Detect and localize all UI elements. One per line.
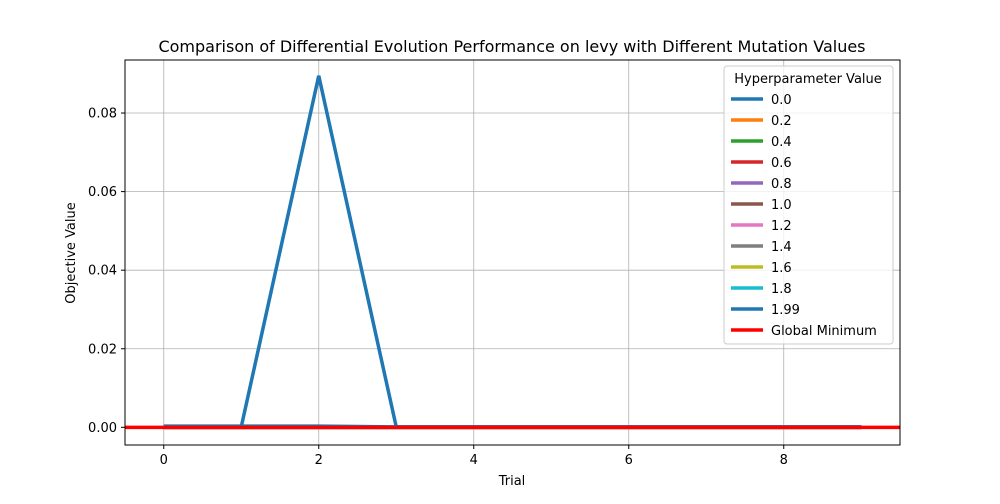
y-tick-label: 0.04 — [88, 264, 117, 279]
legend-label: 1.6 — [771, 261, 792, 276]
legend-label: 1.0 — [771, 198, 792, 213]
legend-label: 0.4 — [771, 135, 792, 150]
axes-frame — [124, 59, 901, 446]
legend-label: 1.99 — [771, 303, 800, 318]
chart-title: Comparison of Differential Evolution Per… — [158, 37, 865, 56]
legend-title: Hyperparameter Value — [734, 72, 882, 87]
x-tick-label: 8 — [780, 453, 788, 468]
legend-label: 0.6 — [771, 156, 792, 171]
legend-box — [723, 65, 894, 345]
y-axis-label: Objective Value — [64, 202, 79, 303]
x-tick-label: 6 — [625, 453, 633, 468]
legend-items: 0.0 0.2 0.4 0.6 0.8 1.0 1.2 1.4 1.6 1.8 1.99 Global… — [731, 93, 877, 339]
y-tick-label: 0.06 — [88, 185, 117, 200]
x-tick-label: 0 — [160, 453, 168, 468]
legend-label: 1.8 — [771, 282, 792, 297]
x-tick-label: 2 — [315, 453, 323, 468]
legend-label: 0.2 — [771, 114, 792, 129]
legend-label: Global Minimum — [771, 324, 877, 339]
legend-label: 1.4 — [771, 240, 792, 255]
legend-label: 0.8 — [771, 177, 792, 192]
y-tick-label: 0.00 — [88, 421, 117, 436]
legend-label: 1.2 — [771, 219, 792, 234]
legend-label: 0.0 — [771, 93, 792, 108]
legend: Hyperparameter Value 0.0 0.2 0.4 0.6 0.8 1.0 1… — [723, 65, 894, 345]
axis-ticks: 0 2 4 6 8 0.00 0.02 0.04 0.06 0.08 — [88, 107, 788, 468]
y-tick-label: 0.08 — [88, 107, 117, 122]
x-axis-label: Trial — [498, 474, 526, 489]
x-tick-label: 4 — [470, 453, 478, 468]
y-tick-label: 0.02 — [88, 342, 117, 357]
